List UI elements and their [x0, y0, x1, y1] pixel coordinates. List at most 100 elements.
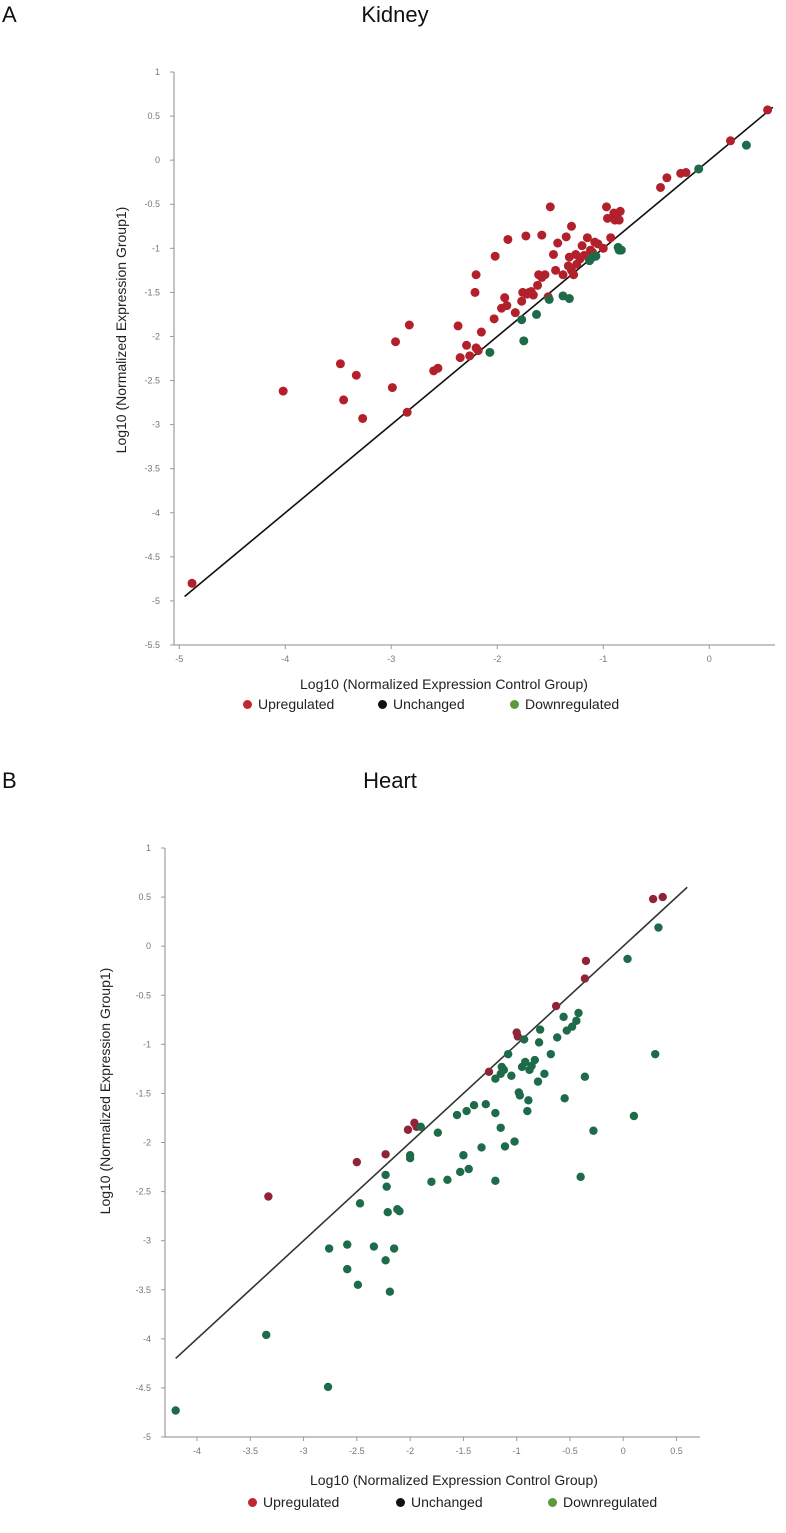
heart-downregulated-point	[540, 1069, 549, 1078]
legend-item-downregulated: Downregulated	[510, 696, 619, 712]
heart-x-tick-label: -2.5	[349, 1446, 365, 1456]
heart-downregulated-point	[369, 1242, 379, 1251]
heart-upregulated-point	[381, 1150, 390, 1159]
heart-downregulated-point	[515, 1091, 525, 1100]
kidney-upregulated-point	[656, 182, 666, 192]
heart-downregulated-point	[456, 1167, 465, 1177]
kidney-upregulated-point	[476, 327, 486, 337]
heart-downregulated-point	[171, 1406, 180, 1415]
heart-downregulated-point	[654, 923, 663, 932]
heart-y-tick-label: -2.5	[135, 1187, 151, 1197]
kidney-y-tick-label: 0.5	[147, 111, 160, 121]
kidney-upregulated-point	[187, 578, 197, 588]
kidney-upregulated-point	[387, 383, 397, 393]
kidney-downregulated-point	[564, 294, 574, 304]
legend-label: Downregulated	[525, 696, 620, 712]
legend-label: Upregulated	[258, 696, 335, 712]
kidney-y-tick-label: -5.5	[144, 640, 160, 650]
heart-upregulated-point	[352, 1157, 362, 1167]
heart-upregulated-point	[551, 1001, 561, 1011]
unchanged-dot-icon	[396, 1497, 405, 1507]
heart-downregulated-point	[523, 1106, 532, 1116]
kidney-downregulated-point	[591, 251, 601, 261]
heart-y-tick-label: 0	[146, 941, 151, 951]
heart-y-tick-label: -4	[143, 1334, 151, 1344]
kidney-y-tick-label: -5	[152, 596, 160, 606]
kidney-upregulated-point	[603, 213, 613, 223]
heart-downregulated-point	[521, 1057, 530, 1067]
heart-x-tick-label: -0.5	[562, 1446, 578, 1456]
kidney-upregulated-point	[510, 308, 520, 318]
panel-a-title: Kidney	[361, 2, 429, 27]
heart-upregulated-point	[580, 974, 590, 983]
legend-label: Unchanged	[411, 1494, 483, 1510]
heart-downregulated-point	[416, 1122, 425, 1131]
heart-downregulated-point	[629, 1111, 639, 1121]
heart-downregulated-point	[355, 1199, 365, 1208]
heart-y-tick-label: 0.5	[138, 892, 151, 902]
kidney-upregulated-point	[561, 232, 571, 242]
kidney-upregulated-point	[335, 359, 345, 369]
heart-downregulated-point	[510, 1137, 519, 1146]
kidney-upregulated-point	[763, 105, 773, 115]
heart-downregulated-point	[481, 1100, 490, 1109]
legend-item-unchanged: Unchanged	[378, 696, 510, 712]
heart-downregulated-point	[535, 1025, 545, 1034]
heart-upregulated-point	[484, 1067, 494, 1077]
kidney-upregulated-point	[569, 270, 579, 280]
heart-downregulated-point	[546, 1049, 555, 1059]
heart-upregulated-point	[648, 894, 658, 904]
kidney-upregulated-point	[598, 243, 608, 253]
upregulated-dot-icon	[248, 1497, 257, 1507]
kidney-upregulated-point	[404, 320, 414, 330]
kidney-upregulated-point	[725, 136, 735, 146]
heart-x-tick-label: -3.5	[243, 1446, 259, 1456]
downregulated-dot-icon	[510, 699, 519, 709]
kidney-downregulated-point	[694, 164, 704, 174]
heart-downregulated-point	[574, 1008, 583, 1018]
heart-downregulated-point	[382, 1182, 391, 1191]
legend-label: Unchanged	[393, 696, 465, 712]
kidney-upregulated-point	[537, 230, 547, 240]
kidney-y-tick-label: -3	[152, 420, 160, 430]
legend-label: Upregulated	[263, 1494, 340, 1510]
kidney-downregulated-point	[485, 347, 495, 357]
panel-a-letter: A	[2, 2, 17, 27]
heart-downregulated-point	[503, 1049, 513, 1059]
panel-b-letter: B	[2, 768, 17, 793]
heart-upregulated-point	[513, 1032, 522, 1041]
kidney-upregulated-point	[462, 340, 472, 350]
kidney-upregulated-point	[490, 251, 500, 261]
panel-b-legend: Upregulated Unchanged Downregulated	[248, 1494, 657, 1510]
kidney-upregulated-point	[521, 231, 531, 241]
heart-y-tick-label: -3	[143, 1236, 151, 1246]
kidney-downregulated-point	[741, 140, 751, 150]
kidney-upregulated-point	[615, 206, 625, 216]
kidney-downregulated-point	[616, 245, 626, 255]
kidney-upregulated-point	[606, 233, 616, 243]
heart-x-tick-label: 0.5	[670, 1446, 683, 1456]
heart-downregulated-point	[443, 1175, 452, 1185]
heart-downregulated-point	[496, 1123, 505, 1132]
heart-y-tick-label: -4.5	[135, 1383, 151, 1393]
heart-downregulated-point	[385, 1287, 395, 1296]
heart-upregulated-point	[403, 1125, 413, 1134]
kidney-upregulated-point	[551, 265, 561, 275]
kidney-downregulated-point	[532, 309, 542, 319]
heart-downregulated-point	[381, 1256, 390, 1265]
heart-downregulated-point	[262, 1330, 271, 1340]
kidney-x-tick-label: -3	[387, 654, 395, 664]
kidney-upregulated-point	[528, 290, 538, 300]
kidney-y-tick-label: 0	[155, 155, 160, 165]
heart-downregulated-point	[651, 1049, 660, 1059]
heart-downregulated-point	[491, 1108, 500, 1118]
heart-downregulated-point	[343, 1264, 352, 1274]
heart-y-tick-label: -5	[143, 1432, 151, 1442]
heart-downregulated-point	[524, 1096, 533, 1105]
heart-reference-line	[175, 886, 688, 1360]
kidney-upregulated-point	[517, 296, 527, 306]
heart-downregulated-point	[433, 1128, 443, 1137]
heart-downregulated-point	[559, 1012, 568, 1022]
heart-downregulated-point	[477, 1143, 486, 1152]
kidney-x-tick-label: -5	[175, 654, 183, 664]
